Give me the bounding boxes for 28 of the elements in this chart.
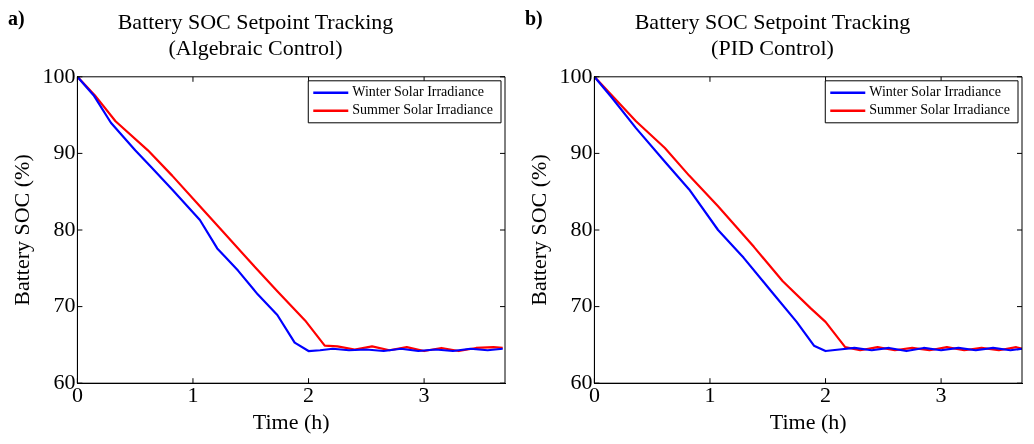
y-axis-title: Battery SOC (%): [525, 154, 551, 306]
chart-title: Battery SOC Setpoint Tracking: [117, 8, 394, 34]
legend-label: Winter Solar Irradiance: [869, 84, 1001, 100]
y-tick-label: 70: [53, 292, 76, 318]
y-tick-label: 80: [53, 215, 76, 241]
chart-subtitle: (Algebraic Control): [168, 35, 343, 61]
x-axis-title: Time (h): [769, 408, 847, 434]
legend-label: Winter Solar Irradiance: [352, 84, 484, 100]
y-tick-label: 80: [570, 215, 593, 241]
x-tick-label: 2: [303, 382, 315, 408]
y-tick-label: 90: [53, 139, 76, 165]
legend-label: Summer Solar Irradiance: [869, 102, 1011, 118]
y-tick-label: 70: [570, 292, 593, 318]
x-axis-title: Time (h): [252, 408, 330, 434]
x-tick-label: 1: [187, 382, 199, 408]
text: a): [8, 7, 25, 31]
y-tick-label: 100: [42, 62, 76, 88]
y-tick-label: 90: [570, 139, 593, 165]
y-tick-label: 100: [559, 62, 593, 88]
x-tick-label: 3: [418, 382, 430, 408]
chart-subtitle: (PID Control): [711, 35, 834, 61]
x-tick-label: 2: [820, 382, 832, 408]
text: b): [525, 7, 543, 31]
legend-label: Summer Solar Irradiance: [352, 102, 494, 118]
x-tick-label: 3: [935, 382, 947, 408]
y-axis-title: Battery SOC (%): [8, 154, 34, 306]
x-tick-label: 1: [704, 382, 716, 408]
chart-title: Battery SOC Setpoint Tracking: [634, 8, 911, 34]
